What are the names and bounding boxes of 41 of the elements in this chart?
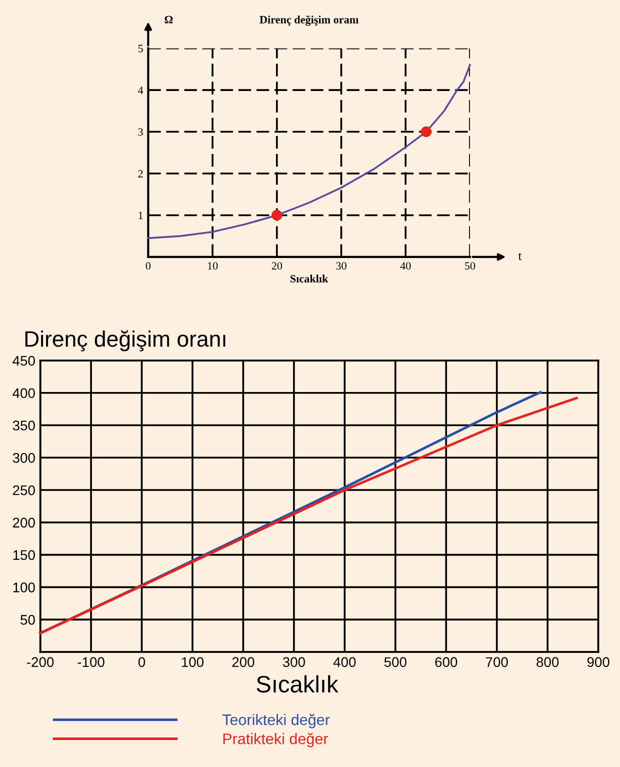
y-tick-label: 4: [138, 86, 144, 94]
y-tick-label: 1: [138, 212, 143, 220]
y-tick-label: 250: [12, 485, 35, 496]
y-tick-label: 2: [138, 170, 143, 178]
y-tick-label: 50: [20, 614, 35, 625]
text: t: [518, 252, 522, 260]
text: Teorikteki değer: [222, 714, 330, 728]
x-tick-label: 800: [536, 657, 559, 668]
y-tick-label: 3: [138, 128, 143, 136]
x-tick-label: 40: [400, 262, 411, 270]
x-tick-label: 900: [587, 657, 610, 668]
line-series: [147, 64, 471, 240]
x-axis-title: Sıcaklık: [256, 675, 338, 693]
x-tick-label: 0: [146, 262, 151, 270]
x-tick-label: 100: [182, 657, 204, 668]
x-tick-label: 20: [272, 262, 282, 270]
x-tick-label: 10: [208, 262, 218, 270]
x-tick-label: -200: [27, 657, 54, 668]
chart-title: Direnç değişim oranı: [260, 15, 358, 26]
y-tick-label: 350: [12, 420, 35, 430]
y-tick-label: 150: [13, 550, 35, 560]
x-tick-label: 200: [232, 657, 254, 668]
x-tick-label: 50: [465, 262, 476, 270]
y-tick-label: 450: [12, 356, 35, 366]
x-tick-label: 0: [138, 657, 146, 668]
x-tick-label: 700: [486, 657, 508, 668]
y-tick-label: 300: [12, 452, 35, 463]
chart-title: Direnç değişim oranı: [25, 330, 226, 352]
x-tick-label: 30: [336, 262, 346, 270]
x-tick-label: 600: [435, 657, 458, 668]
x-tick-label: -100: [78, 657, 104, 668]
x-tick-label: 400: [333, 657, 356, 668]
text: Pratikteki değer: [223, 732, 328, 748]
y-tick-label: 100: [13, 582, 35, 592]
y-tick-label: 400: [12, 388, 35, 398]
x-axis-title: Sıcaklık: [290, 274, 328, 282]
y-axis-title: Ω: [164, 16, 173, 24]
y-tick-label: 5: [138, 44, 143, 52]
x-tick-label: 500: [384, 657, 406, 668]
x-tick-label: 300: [282, 657, 305, 668]
y-tick-label: 200: [12, 518, 35, 528]
